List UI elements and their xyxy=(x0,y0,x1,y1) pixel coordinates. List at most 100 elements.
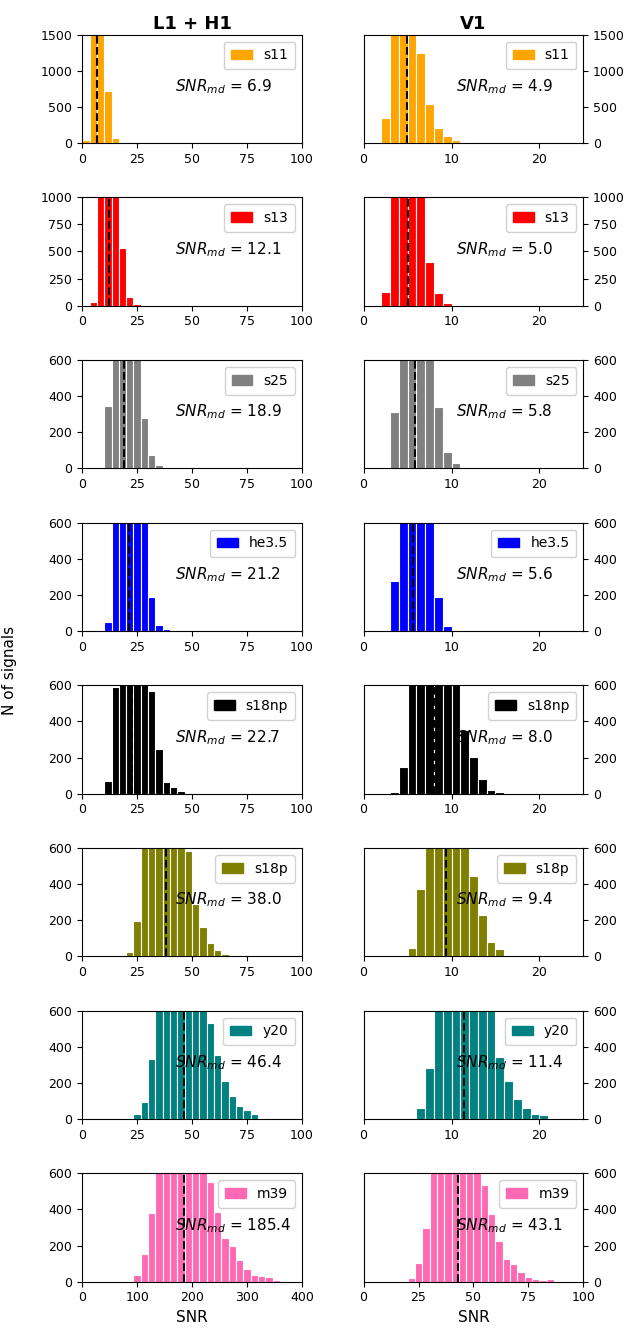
Bar xyxy=(177,777,185,957)
Bar xyxy=(163,942,170,1119)
Bar xyxy=(266,1277,273,1282)
Bar xyxy=(408,0,417,469)
Bar xyxy=(119,462,126,793)
Bar xyxy=(104,622,111,631)
Text: $\mathit{SNR_{md}}$ = 21.2: $\mathit{SNR_{md}}$ = 21.2 xyxy=(175,565,280,584)
Bar xyxy=(443,453,451,469)
Legend: y20: y20 xyxy=(505,1017,577,1045)
Bar xyxy=(434,465,443,793)
Bar xyxy=(408,1278,415,1282)
Bar xyxy=(163,783,170,793)
Bar xyxy=(547,1280,554,1282)
Legend: s25: s25 xyxy=(506,367,577,395)
Bar xyxy=(134,921,141,957)
Bar xyxy=(510,1264,518,1282)
Bar xyxy=(460,729,469,793)
Bar xyxy=(451,141,460,143)
Bar xyxy=(119,248,126,306)
Bar xyxy=(525,1277,532,1282)
Text: $\mathit{SNR_{md}}$ = 12.1: $\mathit{SNR_{md}}$ = 12.1 xyxy=(175,240,281,259)
Bar xyxy=(141,1254,148,1282)
Bar xyxy=(408,4,417,631)
Bar xyxy=(192,926,200,1119)
Bar xyxy=(82,141,90,143)
Bar xyxy=(163,1112,170,1282)
Legend: s25: s25 xyxy=(225,367,295,395)
Text: $\mathit{SNR_{md}}$ = 185.4: $\mathit{SNR_{md}}$ = 185.4 xyxy=(175,1215,291,1234)
Bar xyxy=(495,792,504,793)
Bar xyxy=(443,582,451,957)
Text: $\mathit{SNR_{md}}$ = 18.9: $\mathit{SNR_{md}}$ = 18.9 xyxy=(175,402,281,421)
Bar xyxy=(390,165,399,306)
Bar xyxy=(200,927,207,957)
Bar xyxy=(251,1274,258,1282)
Bar xyxy=(451,1059,459,1282)
Bar xyxy=(200,980,207,1119)
Bar xyxy=(156,624,163,631)
Bar xyxy=(156,1166,163,1282)
Text: $\mathit{SNR_{md}}$ = 9.4: $\mathit{SNR_{md}}$ = 9.4 xyxy=(456,891,553,910)
Bar xyxy=(417,48,425,469)
Bar xyxy=(163,630,170,631)
Bar xyxy=(417,244,425,631)
Bar xyxy=(273,1280,280,1282)
Bar xyxy=(221,1238,228,1282)
Bar xyxy=(148,596,156,631)
Title: V1: V1 xyxy=(460,15,486,34)
Bar xyxy=(425,738,434,957)
Bar xyxy=(532,1280,540,1282)
Legend: he3.5: he3.5 xyxy=(492,529,577,557)
Bar xyxy=(390,413,399,469)
Bar xyxy=(126,296,134,306)
Bar xyxy=(434,596,443,631)
Bar xyxy=(408,949,417,957)
Bar xyxy=(156,650,163,957)
Bar xyxy=(469,757,478,793)
Bar xyxy=(425,264,434,469)
Bar xyxy=(460,836,469,1119)
Text: $\mathit{SNR_{md}}$ = 6.9: $\mathit{SNR_{md}}$ = 6.9 xyxy=(175,78,271,96)
Bar xyxy=(486,942,495,957)
Bar xyxy=(451,662,460,793)
Bar xyxy=(495,1241,503,1282)
Bar xyxy=(148,736,156,957)
Text: $\mathit{SNR_{md}}$ = 43.1: $\mathit{SNR_{md}}$ = 43.1 xyxy=(456,1215,562,1234)
Bar xyxy=(425,1068,434,1119)
Bar xyxy=(503,1258,510,1282)
Bar xyxy=(214,1055,221,1119)
Bar xyxy=(134,1276,141,1282)
Bar xyxy=(422,1229,429,1282)
Bar xyxy=(443,303,451,306)
Bar xyxy=(417,890,425,957)
Bar xyxy=(134,1115,141,1119)
Legend: s13: s13 xyxy=(506,204,577,232)
Bar xyxy=(243,1110,251,1119)
Bar xyxy=(417,1108,425,1119)
Bar xyxy=(170,702,177,957)
Bar xyxy=(429,1170,437,1282)
Bar xyxy=(148,1213,156,1282)
Bar xyxy=(156,465,163,469)
Text: $\mathit{SNR_{md}}$ = 46.4: $\mathit{SNR_{md}}$ = 46.4 xyxy=(175,1053,282,1072)
Bar xyxy=(111,52,119,306)
Bar xyxy=(390,20,399,143)
Bar xyxy=(425,105,434,143)
Bar xyxy=(221,954,228,957)
Bar xyxy=(97,0,104,143)
Legend: s18np: s18np xyxy=(207,693,295,720)
Bar xyxy=(119,163,126,631)
Bar xyxy=(126,951,134,957)
Bar xyxy=(170,1072,177,1282)
Bar xyxy=(486,1006,495,1119)
Bar xyxy=(141,847,148,957)
Text: $\mathit{SNR_{md}}$ = 5.0: $\mathit{SNR_{md}}$ = 5.0 xyxy=(456,240,553,259)
Bar xyxy=(408,0,417,143)
Bar xyxy=(221,1081,228,1119)
Bar xyxy=(504,954,513,957)
Bar xyxy=(236,1261,243,1282)
Bar xyxy=(185,1073,192,1282)
Bar xyxy=(495,1057,504,1119)
Bar xyxy=(466,1103,474,1282)
Legend: s11: s11 xyxy=(506,42,577,70)
Bar xyxy=(141,520,148,631)
